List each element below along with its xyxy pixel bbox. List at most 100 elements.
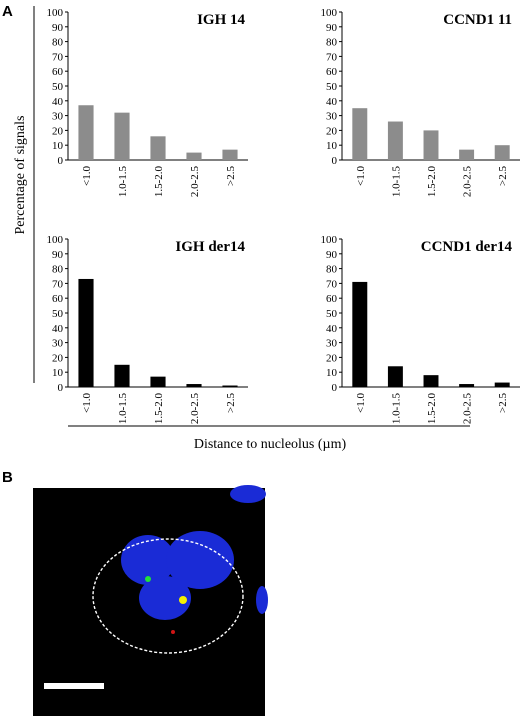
x-tick-label: 1.0-1.5 <box>117 393 129 425</box>
nucleus-outline <box>92 538 244 654</box>
y-tick-label: 20 <box>52 125 64 137</box>
chart-title: CCND1 11 <box>443 12 512 28</box>
bar <box>459 149 475 160</box>
y-tick-label: 100 <box>321 234 338 246</box>
y-tick-label: 80 <box>326 37 338 49</box>
chart-title: IGH der14 <box>175 239 245 255</box>
panel-label-a: A <box>2 3 13 20</box>
y-tick-label: 90 <box>52 249 64 261</box>
colocalized-signal <box>179 596 187 604</box>
y-tick-label: 30 <box>326 338 338 350</box>
y-tick-label: 100 <box>47 234 64 246</box>
nucleolus-upper-left <box>121 535 175 585</box>
bar <box>423 130 439 160</box>
x-tick-label: 1.0-1.5 <box>390 166 402 198</box>
y-tick-label: 20 <box>326 352 338 364</box>
bar <box>222 385 238 387</box>
y-tick-label: 70 <box>326 51 338 63</box>
y-tick-label: 30 <box>326 111 338 123</box>
y-tick-label: 100 <box>47 7 64 19</box>
y-tick-label: 60 <box>52 293 64 305</box>
x-tick-label: 1.0-1.5 <box>117 166 129 198</box>
y-tick-label: 10 <box>52 140 64 152</box>
y-tick-label: 30 <box>52 338 64 350</box>
red-signal <box>171 630 175 634</box>
bar <box>186 384 202 387</box>
chart-igh-der14: 0 10 20 30 40 50 60 70 80 90 100 <1.0 1.0-1.5 1.5-2.0… <box>47 234 248 425</box>
x-tick-label: 2.0-2.5 <box>189 393 201 425</box>
bar <box>423 375 439 387</box>
x-tick-label: 1.5-2.0 <box>153 393 165 425</box>
x-tick-label: 1.5-2.0 <box>153 166 165 198</box>
x-tick-label: 1.5-2.0 <box>426 166 438 198</box>
green-signal <box>145 576 151 582</box>
x-tick-label: 1.0-1.5 <box>390 393 402 425</box>
y-tick-label: 50 <box>52 81 64 93</box>
bar <box>78 278 94 387</box>
bar <box>459 384 475 387</box>
chart-igh-14: 0 10 20 30 40 50 60 70 80 90 100 <1.0 1.0-1.5 1.5-2.0… <box>47 7 248 198</box>
x-tick-label: <1.0 <box>81 393 93 413</box>
y-tick-label: 100 <box>321 7 338 19</box>
y-tick-label: 0 <box>332 155 338 167</box>
x-tick-label: 2.0-2.5 <box>189 166 201 198</box>
x-tick-label: <1.0 <box>81 166 93 186</box>
y-tick-label: 90 <box>52 22 64 34</box>
x-axis-title: Distance to nucleolus (µm) <box>194 437 347 452</box>
panel-label-b: B <box>2 469 13 486</box>
y-tick-label: 70 <box>52 278 64 290</box>
nucleolus-lower <box>139 576 191 620</box>
y-tick-label: 50 <box>326 308 338 320</box>
y-tick-label: 40 <box>326 96 338 108</box>
bar <box>186 152 202 160</box>
bar <box>114 364 130 387</box>
x-tick-label: >2.5 <box>225 393 237 413</box>
scale-bar <box>44 683 104 689</box>
bar <box>387 121 403 160</box>
y-tick-label: 60 <box>52 66 64 78</box>
y-tick-label: 10 <box>326 367 338 379</box>
bar <box>352 108 368 160</box>
y-tick-label: 90 <box>326 22 338 34</box>
nucleolus-right-edge <box>256 586 268 614</box>
y-tick-label: 80 <box>52 37 64 49</box>
x-tick-label: 1.5-2.0 <box>426 393 438 425</box>
bar <box>222 149 238 160</box>
x-tick-label: >2.5 <box>225 166 237 186</box>
y-tick-label: 10 <box>52 367 64 379</box>
y-tick-label: 40 <box>326 323 338 335</box>
y-tick-label: 60 <box>326 66 338 78</box>
bar <box>494 382 510 387</box>
bar <box>150 376 166 387</box>
x-tick-label: >2.5 <box>497 166 509 186</box>
y-tick-label: 90 <box>326 249 338 261</box>
y-tick-label: 0 <box>58 382 64 394</box>
y-tick-label: 50 <box>52 308 64 320</box>
y-axis-title: Percentage of signals <box>13 116 28 235</box>
y-tick-label: 30 <box>52 111 64 123</box>
bar <box>494 145 510 160</box>
y-tick-label: 80 <box>52 264 64 276</box>
nucleolus-top-right <box>230 485 266 503</box>
y-tick-label: 20 <box>52 352 64 364</box>
x-tick-label: <1.0 <box>355 393 367 413</box>
y-tick-label: 20 <box>326 125 338 137</box>
chart-title: IGH 14 <box>197 12 245 28</box>
y-tick-label: 60 <box>326 293 338 305</box>
bar <box>150 136 166 160</box>
y-tick-label: 80 <box>326 264 338 276</box>
chart-ccnd1-der14: 0 10 20 30 40 50 60 70 80 90 100 <1.0 1.0-1.5 1.5-2.0… <box>321 234 520 424</box>
y-tick-label: 10 <box>326 140 338 152</box>
x-tick-label: 2.0-2.5 <box>462 393 474 425</box>
nucleolus-upper-right <box>166 531 234 589</box>
bar <box>114 112 130 160</box>
chart-title: CCND1 der14 <box>421 239 513 255</box>
y-tick-label: 0 <box>58 155 64 167</box>
bar <box>78 105 94 160</box>
y-tick-label: 40 <box>52 96 64 108</box>
bar <box>352 281 368 387</box>
y-tick-label: 70 <box>52 51 64 63</box>
x-tick-label: <1.0 <box>355 166 367 186</box>
micrograph <box>33 485 268 716</box>
